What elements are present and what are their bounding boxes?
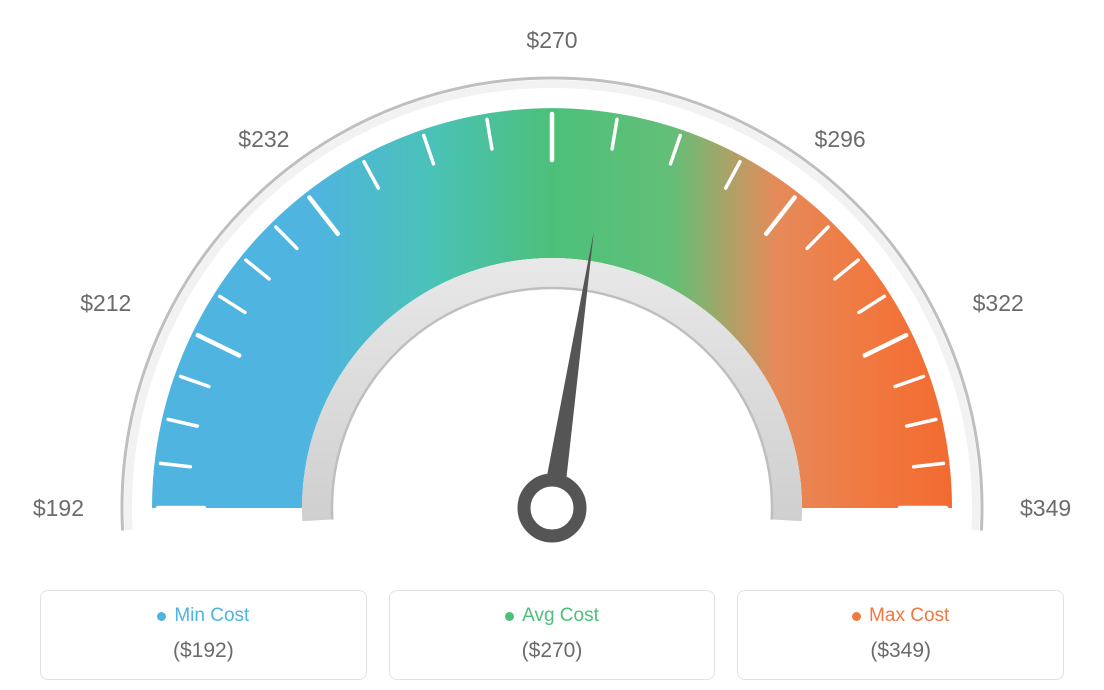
legend-card-min: Min Cost ($192) xyxy=(40,590,367,680)
legend-title-avg: Avg Cost xyxy=(505,605,599,627)
legend-dot-min xyxy=(157,612,166,621)
svg-text:$349: $349 xyxy=(1020,495,1071,521)
legend-label-avg: Avg Cost xyxy=(522,605,599,627)
legend-value-min: ($192) xyxy=(51,639,356,663)
gauge-svg: $192 $212 $232 $270 $296 $322 $349 xyxy=(0,0,1104,560)
legend-card-max: Max Cost ($349) xyxy=(737,590,1064,680)
legend-label-max: Max Cost xyxy=(869,605,949,627)
legend-value-avg: ($270) xyxy=(400,639,705,663)
legend-dot-avg xyxy=(505,612,514,621)
svg-text:$296: $296 xyxy=(815,126,866,152)
svg-text:$322: $322 xyxy=(973,290,1024,316)
legend-row: Min Cost ($192) Avg Cost ($270) Max Cost… xyxy=(0,590,1104,680)
legend-title-min: Min Cost xyxy=(157,605,249,627)
legend-value-max: ($349) xyxy=(748,639,1053,663)
legend-title-max: Max Cost xyxy=(852,605,949,627)
legend-label-min: Min Cost xyxy=(174,605,249,627)
legend-dot-max xyxy=(852,612,861,621)
legend-card-avg: Avg Cost ($270) xyxy=(389,590,716,680)
svg-text:$232: $232 xyxy=(238,126,289,152)
gauge-chart: $192 $212 $232 $270 $296 $322 $349 xyxy=(0,0,1104,560)
svg-text:$270: $270 xyxy=(526,27,577,53)
svg-text:$212: $212 xyxy=(80,290,131,316)
svg-text:$192: $192 xyxy=(33,495,84,521)
